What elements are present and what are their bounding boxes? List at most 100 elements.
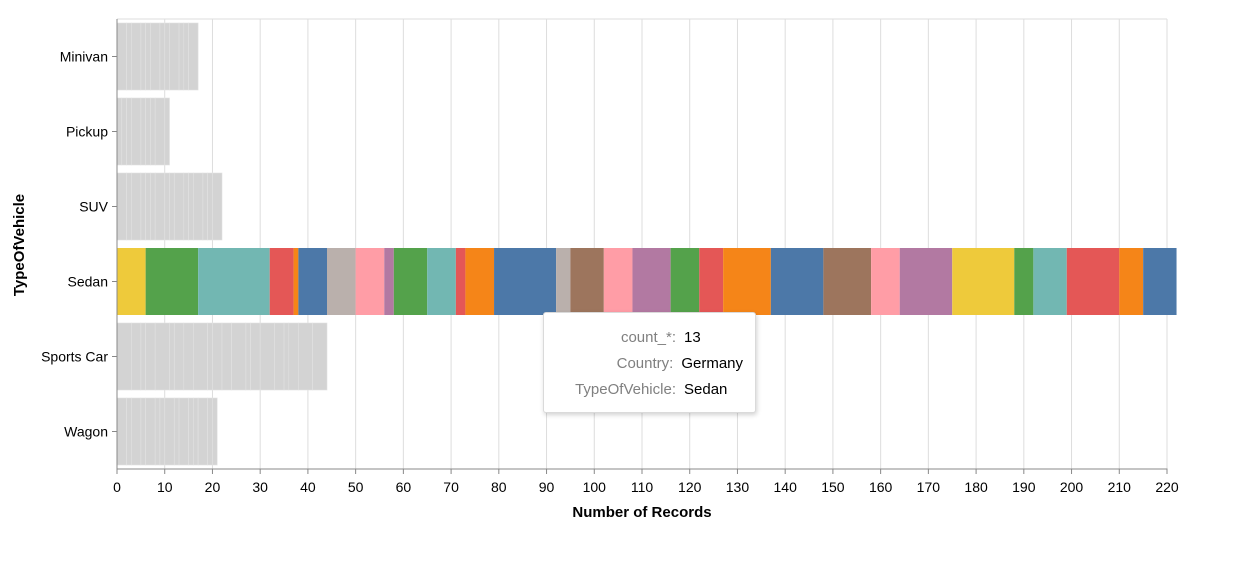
bar-segment[interactable] bbox=[197, 397, 208, 466]
bar-segment[interactable] bbox=[140, 172, 146, 241]
bar-segment[interactable] bbox=[193, 322, 208, 391]
bar-segment[interactable] bbox=[116, 97, 123, 166]
bar-segment[interactable] bbox=[116, 172, 127, 241]
bar-segment[interactable] bbox=[131, 322, 142, 391]
bar-segment[interactable] bbox=[145, 248, 199, 315]
bar-segment[interactable] bbox=[212, 172, 223, 241]
bar-segment[interactable] bbox=[245, 322, 251, 391]
bar-segment[interactable] bbox=[145, 172, 151, 241]
bar-segment[interactable] bbox=[193, 397, 199, 466]
bar-segment[interactable] bbox=[126, 397, 132, 466]
bar-segment[interactable] bbox=[188, 397, 194, 466]
bar-segment[interactable] bbox=[178, 397, 189, 466]
bar-segment[interactable] bbox=[327, 248, 356, 315]
bar-segment[interactable] bbox=[293, 248, 299, 315]
bar-sports-car[interactable] bbox=[116, 322, 328, 391]
bar-segment[interactable] bbox=[723, 248, 771, 315]
bar-segment[interactable] bbox=[183, 22, 189, 91]
bar-segment[interactable] bbox=[384, 248, 394, 315]
bar-segment[interactable] bbox=[154, 322, 170, 391]
bar-segment[interactable] bbox=[455, 248, 466, 315]
bar-segment[interactable] bbox=[164, 97, 170, 166]
bar-segment[interactable] bbox=[188, 22, 199, 91]
bar-segment[interactable] bbox=[1066, 248, 1120, 315]
bar-segment[interactable] bbox=[699, 248, 724, 315]
bar-segment[interactable] bbox=[393, 248, 428, 315]
bar-segment[interactable] bbox=[173, 172, 185, 241]
bar-wagon[interactable] bbox=[116, 397, 218, 466]
bar-segment[interactable] bbox=[150, 22, 161, 91]
bar-segment[interactable] bbox=[116, 22, 127, 91]
bar-segment[interactable] bbox=[250, 322, 261, 391]
bar-segment[interactable] bbox=[145, 97, 151, 166]
bar-segment[interactable] bbox=[159, 397, 166, 466]
bar-segment[interactable] bbox=[173, 322, 185, 391]
bar-segment[interactable] bbox=[632, 248, 671, 315]
bar-segment[interactable] bbox=[140, 397, 146, 466]
bar-segment[interactable] bbox=[154, 97, 166, 166]
bar-segment[interactable] bbox=[164, 397, 175, 466]
bar-segment[interactable] bbox=[494, 248, 557, 315]
bar-segment[interactable] bbox=[140, 97, 146, 166]
bar-segment[interactable] bbox=[207, 322, 213, 391]
bar-segment[interactable] bbox=[154, 397, 161, 466]
bar-segment[interactable] bbox=[126, 172, 132, 241]
bar-segment[interactable] bbox=[159, 22, 166, 91]
bar-segment[interactable] bbox=[145, 397, 156, 466]
bar-segment[interactable] bbox=[131, 172, 142, 241]
bar-segment[interactable] bbox=[131, 22, 142, 91]
bar-segment[interactable] bbox=[116, 397, 127, 466]
bar-segment[interactable] bbox=[116, 322, 132, 391]
bar-segment[interactable] bbox=[188, 172, 194, 241]
bar-segment[interactable] bbox=[427, 248, 456, 315]
bar-segment[interactable] bbox=[117, 248, 146, 315]
bar-segment[interactable] bbox=[178, 22, 185, 91]
bar-suv[interactable] bbox=[116, 172, 223, 241]
bar-segment[interactable] bbox=[183, 322, 194, 391]
bar-segment[interactable] bbox=[298, 322, 313, 391]
bar-segment[interactable] bbox=[126, 97, 132, 166]
bar-segment[interactable] bbox=[145, 22, 151, 91]
bar-segment[interactable] bbox=[670, 248, 700, 315]
bar-segment[interactable] bbox=[121, 97, 127, 166]
bar-segment[interactable] bbox=[140, 22, 146, 91]
bar-segment[interactable] bbox=[221, 322, 232, 391]
bar-segment[interactable] bbox=[164, 22, 170, 91]
bar-minivan[interactable] bbox=[116, 22, 199, 91]
bar-segment[interactable] bbox=[150, 97, 156, 166]
bar-segment[interactable] bbox=[1014, 248, 1034, 315]
bar-segment[interactable] bbox=[173, 397, 180, 466]
bar-segment[interactable] bbox=[212, 322, 223, 391]
bar-segment[interactable] bbox=[202, 172, 208, 241]
bar-segment[interactable] bbox=[183, 172, 189, 241]
bar-segment[interactable] bbox=[465, 248, 495, 315]
bar-segment[interactable] bbox=[871, 248, 900, 315]
bar-segment[interactable] bbox=[198, 248, 270, 315]
bar-segment[interactable] bbox=[164, 172, 170, 241]
bar-segment[interactable] bbox=[603, 248, 633, 315]
bar-segment[interactable] bbox=[145, 322, 156, 391]
bar-segment[interactable] bbox=[1143, 248, 1177, 315]
bar-segment[interactable] bbox=[150, 172, 156, 241]
bar-segment[interactable] bbox=[140, 322, 146, 391]
bar-segment[interactable] bbox=[312, 322, 328, 391]
bar-segment[interactable] bbox=[770, 248, 824, 315]
bar-segment[interactable] bbox=[259, 322, 275, 391]
bar-segment[interactable] bbox=[154, 172, 166, 241]
bar-segment[interactable] bbox=[1119, 248, 1144, 315]
bar-segment[interactable] bbox=[899, 248, 953, 315]
bar-segment[interactable] bbox=[231, 322, 247, 391]
bar-segment[interactable] bbox=[570, 248, 604, 315]
bar-segment[interactable] bbox=[169, 172, 175, 241]
bar-segment[interactable] bbox=[207, 397, 213, 466]
bar-segment[interactable] bbox=[283, 322, 290, 391]
bar-segment[interactable] bbox=[355, 248, 385, 315]
bar-segment[interactable] bbox=[823, 248, 872, 315]
bar-segment[interactable] bbox=[269, 248, 294, 315]
bar-segment[interactable] bbox=[126, 22, 132, 91]
bar-segment[interactable] bbox=[169, 22, 180, 91]
bar-segment[interactable] bbox=[131, 97, 142, 166]
bar-segment[interactable] bbox=[212, 397, 218, 466]
bar-segment[interactable] bbox=[952, 248, 1015, 315]
bar-segment[interactable] bbox=[1033, 248, 1067, 315]
